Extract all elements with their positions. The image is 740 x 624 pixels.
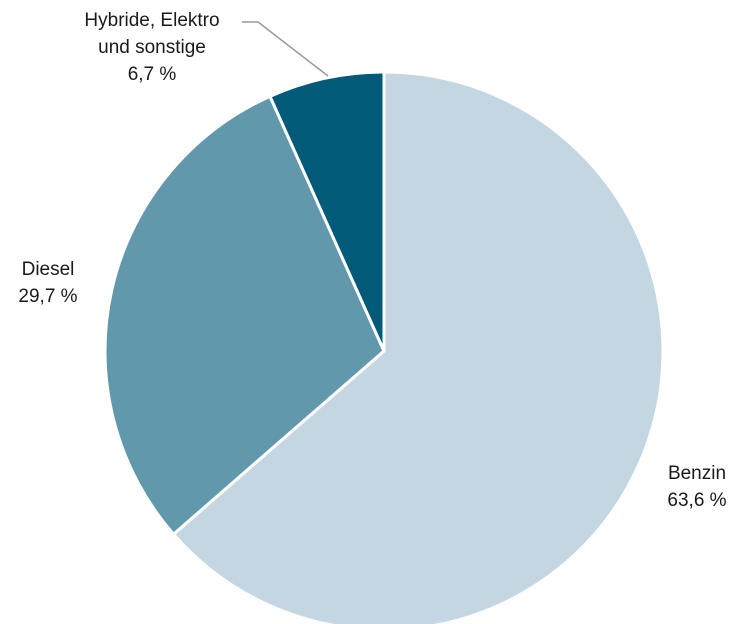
- slice-label-benzin: Benzin: [668, 463, 726, 484]
- slice-label-hybride-line2: und sonstige: [98, 37, 206, 58]
- slice-value-diesel: 29,7 %: [18, 286, 77, 307]
- slice-label-hybride-line1: Hybride, Elektro: [84, 10, 219, 31]
- leader-line-hybride: [242, 21, 329, 77]
- slice-value-benzin: 63,6 %: [667, 490, 726, 511]
- pie-slices: [103, 70, 665, 624]
- pie-slice-diesel: [103, 94, 386, 536]
- pie-slice-hybride: [268, 70, 386, 353]
- slice-label-diesel: Diesel: [22, 259, 75, 280]
- slice-value-hybride: 6,7 %: [128, 64, 177, 85]
- pie-labels: Benzin 63,6 % Diesel 29,7 % Hybride, Ele…: [18, 10, 726, 511]
- pie-slice-benzin: [172, 70, 665, 624]
